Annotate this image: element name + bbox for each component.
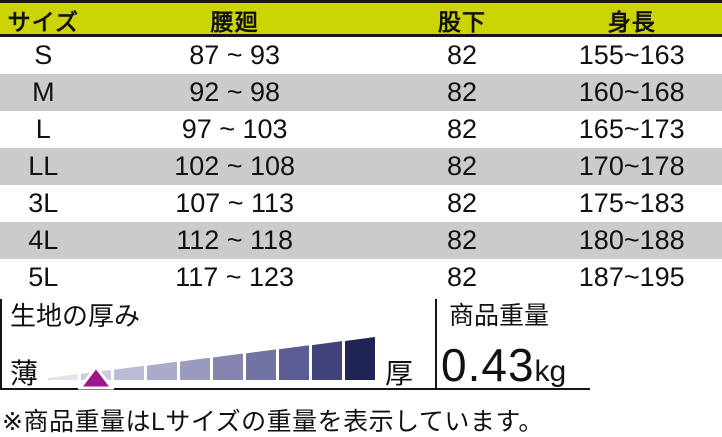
cell-waist: 102 ~ 108 <box>174 151 296 181</box>
table-row: L 97 ~ 103 82 165~173 <box>0 111 722 148</box>
product-weight-box: 商品重量 0.43kg <box>435 299 590 390</box>
cell-height: 170~178 <box>578 151 685 181</box>
product-weight-title: 商品重量 <box>449 302 550 330</box>
cell-height: 175~183 <box>578 188 685 218</box>
thin-label: 薄 <box>10 358 39 389</box>
cell-waist: 97 ~ 103 <box>181 114 288 144</box>
cell-waist: 87 ~ 93 <box>189 40 281 70</box>
cell-size: M <box>32 77 55 107</box>
thickness-bar <box>246 349 277 380</box>
thickness-bar <box>114 365 145 380</box>
table-row: 5L 117 ~ 123 82 187~195 <box>0 259 722 296</box>
table-row: S 87 ~ 93 82 155~163 <box>0 37 722 74</box>
info-section: 生地の厚み 薄 厚 商品重量 0.43kg <box>0 299 592 390</box>
weight-number: 0.43 <box>441 339 535 391</box>
fabric-thickness-title: 生地の厚み <box>10 301 141 331</box>
thickness-bar <box>147 361 178 380</box>
cell-size: L <box>35 114 51 144</box>
table-row: M 92 ~ 98 82 160~168 <box>0 74 722 111</box>
cell-height: 180~188 <box>578 225 685 255</box>
cell-inseam: 82 <box>447 151 478 181</box>
thick-label: 厚 <box>385 358 414 389</box>
cell-waist: 92 ~ 98 <box>189 77 281 107</box>
thickness-bar <box>312 341 343 380</box>
thickness-bar <box>213 353 244 380</box>
cell-size: LL <box>28 151 59 181</box>
cell-inseam: 82 <box>447 114 478 144</box>
cell-height: 155~163 <box>578 40 685 70</box>
cell-waist: 112 ~ 118 <box>176 225 294 255</box>
thickness-bar <box>48 374 79 380</box>
header-height: 身長 <box>607 9 656 35</box>
table-body: S 87 ~ 93 82 155~163 M 92 ~ 98 82 160~168 L 97 ~ … <box>0 37 722 296</box>
table-row: 3L 107 ~ 113 82 175~183 <box>0 185 722 222</box>
thickness-bar <box>345 337 376 380</box>
table-row: 4L 112 ~ 118 82 180~188 <box>0 222 722 259</box>
product-weight-value: 0.43kg <box>441 342 566 388</box>
cell-inseam: 82 <box>447 225 478 255</box>
thickness-marker-triangle-icon <box>78 364 114 390</box>
table-header-row: サイズ 腰廻 股下 身長 <box>0 3 722 37</box>
cell-inseam: 82 <box>447 262 478 292</box>
cell-size: S <box>34 40 53 70</box>
cell-height: 160~168 <box>578 77 685 107</box>
cell-height: 165~173 <box>578 114 685 144</box>
header-inseam: 股下 <box>438 9 487 35</box>
header-waist: 腰廻 <box>210 9 259 35</box>
thickness-bar <box>180 357 211 380</box>
cell-waist: 107 ~ 113 <box>175 188 295 218</box>
cell-inseam: 82 <box>447 77 478 107</box>
top-rule <box>0 0 722 3</box>
table-row: LL 102 ~ 108 82 170~178 <box>0 148 722 185</box>
fabric-thickness-box: 生地の厚み 薄 厚 <box>0 299 435 390</box>
thickness-bar <box>279 345 310 380</box>
cell-height: 187~195 <box>578 262 685 292</box>
cell-waist: 117 ~ 123 <box>175 262 295 292</box>
cell-inseam: 82 <box>447 40 478 70</box>
cell-size: 4L <box>28 225 59 255</box>
cell-inseam: 82 <box>447 188 478 218</box>
thickness-scale: 薄 厚 <box>10 337 413 388</box>
thickness-bars <box>48 337 376 380</box>
cell-size: 5L <box>28 262 59 292</box>
cell-size: 3L <box>28 188 59 218</box>
weight-unit: kg <box>534 355 567 388</box>
footnote: ※商品重量はLサイズの重量を表示しています。 <box>2 408 544 436</box>
header-size: サイズ <box>7 9 79 35</box>
